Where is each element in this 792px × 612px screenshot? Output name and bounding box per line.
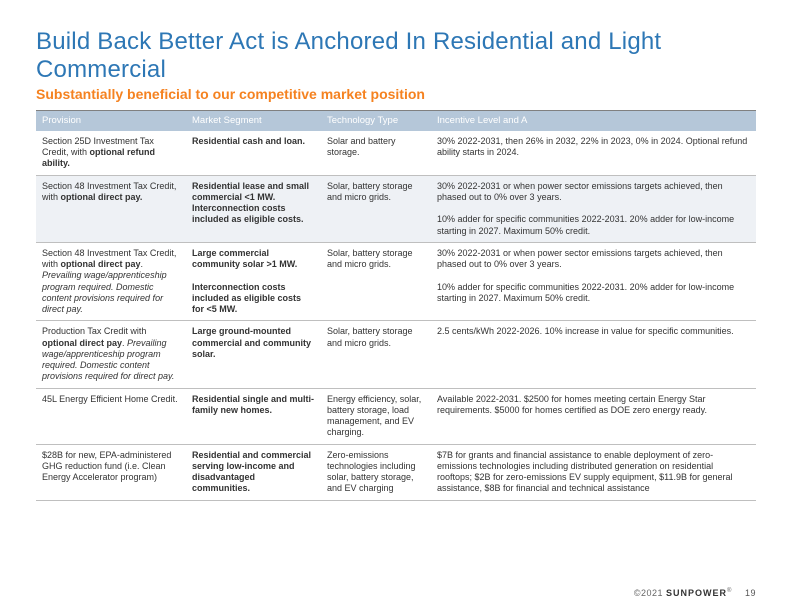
copyright: ©2021 bbox=[634, 588, 663, 598]
col-segment: Market Segment bbox=[186, 111, 321, 131]
brand: SUNPOWER bbox=[666, 588, 727, 598]
cell-tech: Solar, battery storage and micro grids. bbox=[321, 242, 431, 321]
cell-provision: Section 48 Investment Tax Credit, with o… bbox=[36, 175, 186, 242]
cell-segment: Large commercial community solar >1 MW.I… bbox=[186, 242, 321, 321]
cell-tech: Solar, battery storage and micro grids. bbox=[321, 175, 431, 242]
cell-incentive: 2.5 cents/kWh 2022-2026. 10% increase in… bbox=[431, 321, 756, 388]
table-row: Section 48 Investment Tax Credit, with o… bbox=[36, 175, 756, 242]
cell-provision: $28B for new, EPA-administered GHG reduc… bbox=[36, 444, 186, 500]
col-tech: Technology Type bbox=[321, 111, 431, 131]
page-title: Build Back Better Act is Anchored In Res… bbox=[36, 28, 756, 84]
cell-segment: Residential and commercial serving low-i… bbox=[186, 444, 321, 500]
cell-tech: Solar and battery storage. bbox=[321, 131, 431, 175]
footer: ©2021 SUNPOWER® 19 bbox=[634, 588, 756, 598]
table-row: Production Tax Credit with optional dire… bbox=[36, 321, 756, 388]
table-row: Section 25D Investment Tax Credit, with … bbox=[36, 131, 756, 175]
table-row: Section 48 Investment Tax Credit, with o… bbox=[36, 242, 756, 321]
table-row: 45L Energy Efficient Home Credit.Residen… bbox=[36, 388, 756, 444]
cell-provision: 45L Energy Efficient Home Credit. bbox=[36, 388, 186, 444]
col-provision: Provision bbox=[36, 111, 186, 131]
cell-incentive: 30% 2022-2031 or when power sector emiss… bbox=[431, 242, 756, 321]
cell-incentive: $7B for grants and financial assistance … bbox=[431, 444, 756, 500]
cell-provision: Section 25D Investment Tax Credit, with … bbox=[36, 131, 186, 175]
col-incentive: Incentive Level and A bbox=[431, 111, 756, 131]
cell-segment: Residential lease and small commercial <… bbox=[186, 175, 321, 242]
page-number: 19 bbox=[745, 588, 756, 598]
page-subtitle: Substantially beneficial to our competit… bbox=[36, 86, 756, 102]
cell-provision: Section 48 Investment Tax Credit, with o… bbox=[36, 242, 186, 321]
cell-tech: Energy efficiency, solar, battery storag… bbox=[321, 388, 431, 444]
cell-segment: Residential single and multi-family new … bbox=[186, 388, 321, 444]
cell-incentive: Available 2022-2031. $2500 for homes mee… bbox=[431, 388, 756, 444]
cell-provision: Production Tax Credit with optional dire… bbox=[36, 321, 186, 388]
cell-segment: Large ground-mounted commercial and comm… bbox=[186, 321, 321, 388]
table-row: $28B for new, EPA-administered GHG reduc… bbox=[36, 444, 756, 500]
cell-tech: Solar, battery storage and micro grids. bbox=[321, 321, 431, 388]
cell-incentive: 30% 2022-2031 or when power sector emiss… bbox=[431, 175, 756, 242]
cell-segment: Residential cash and loan. bbox=[186, 131, 321, 175]
cell-incentive: 30% 2022-2031, then 26% in 2032, 22% in … bbox=[431, 131, 756, 175]
provisions-table: Provision Market Segment Technology Type… bbox=[36, 111, 756, 501]
table-header-row: Provision Market Segment Technology Type… bbox=[36, 111, 756, 131]
cell-tech: Zero-emissions technologies including so… bbox=[321, 444, 431, 500]
